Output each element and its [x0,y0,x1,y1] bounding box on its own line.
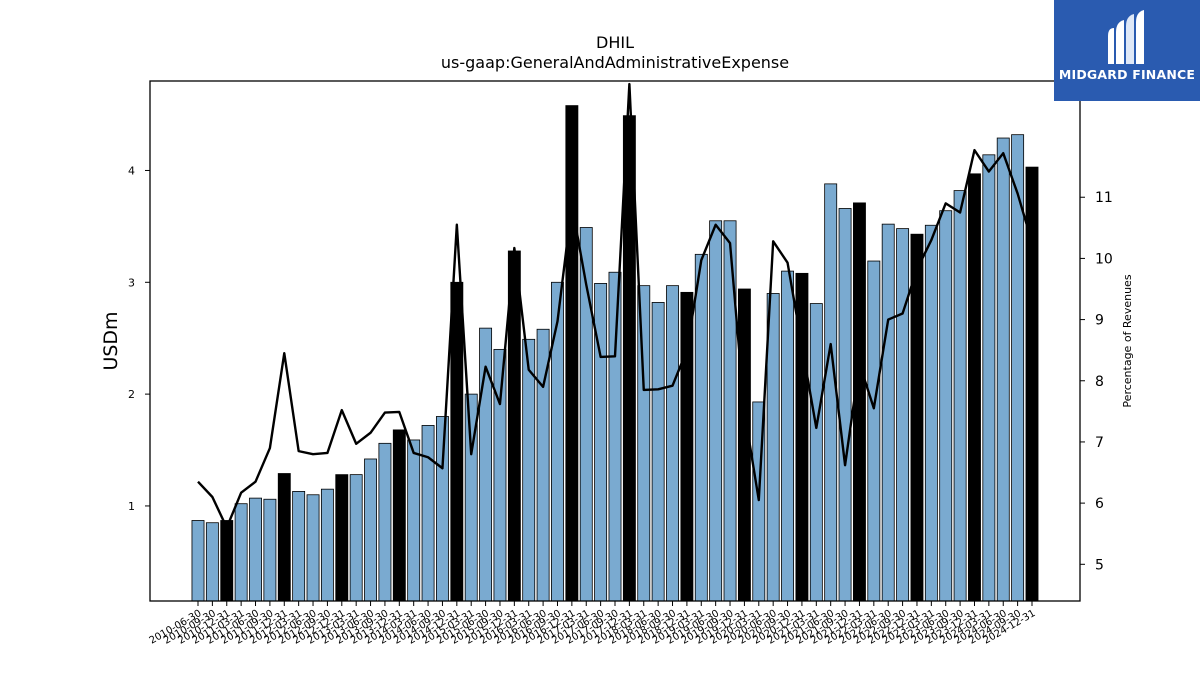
y2-tick-label: 6 [1095,496,1104,512]
bar-2013-12-31 [392,429,406,602]
y-axis-left: 1 2 3 4 [128,164,150,513]
bar-2017-09-30 [608,271,622,602]
bar-2012-12-31 [335,474,349,602]
bar-2021-03-31 [809,303,823,602]
bar-2022-09-30 [896,228,910,602]
bar-2012-09-30 [320,488,334,602]
bar-2011-06-30 [249,497,262,602]
bar-2014-09-30 [436,416,449,602]
bar-2014-06-30 [421,425,435,602]
y2-tick-label: 11 [1095,190,1113,206]
bar-2023-12-31 [968,173,981,602]
bar-2010-12-31 [220,520,234,602]
y-tick-label: 3 [128,276,135,289]
bar-2019-03-31 [694,253,708,602]
brand-name: MIDGARD FINANCE [1058,67,1196,82]
bar-2019-09-30 [723,220,737,602]
bar-2012-03-31 [292,491,306,602]
bar-2015-09-30 [493,348,507,602]
revenue-percentage-line [197,82,1034,529]
bar-2020-09-30 [781,270,794,602]
bar-2020-06-30 [766,293,780,602]
y2-tick-label: 5 [1095,557,1104,573]
bar-2018-12-31 [680,291,694,602]
bar-2022-03-31 [867,260,881,602]
bar-2018-03-31 [637,285,651,602]
line-series [197,82,1034,529]
bar-2018-06-30 [651,302,665,602]
y2-tick-label: 10 [1095,251,1113,267]
y2-tick-label: 8 [1095,374,1104,390]
y2-tick-label: 9 [1095,313,1104,329]
brand-logo: MIDGARD FINANCE [1054,0,1200,101]
y-tick-label: 1 [128,500,135,513]
bar-2022-12-31 [910,233,924,602]
bar-2011-03-31 [234,503,248,602]
bar-2024-03-31 [982,154,996,602]
bar-2019-06-30 [709,220,723,602]
bar-2023-03-31 [924,224,938,602]
y2-axis-label: Percentage of Revenues [1121,274,1134,407]
bar-2014-12-31 [450,281,464,602]
x-axis: 2010-06-302010-09-302010-12-312011-03-31… [148,601,1038,647]
bar-2022-06-30 [881,223,895,602]
bar-2024-06-30 [996,137,1010,602]
bar-2021-06-30 [824,183,838,602]
chart-title: DHIL [596,33,634,52]
bar-2011-12-31 [277,473,291,602]
bar-2010-09-30 [205,522,219,602]
bar-2021-09-30 [838,208,852,602]
bar-2023-06-30 [939,210,953,602]
bar-2012-06-30 [306,494,320,602]
bar-2013-06-30 [364,458,377,602]
midgard-m-logo-icon [1108,10,1144,64]
y-tick-label: 4 [128,164,135,177]
bar-2019-12-31 [737,288,751,602]
y2-tick-label: 7 [1095,435,1104,451]
bar-2011-09-30 [263,498,277,602]
bar-2016-12-31 [565,105,579,602]
bar-2014-03-31 [407,439,421,602]
bar-2013-09-30 [378,442,392,602]
bar-2023-09-30 [953,190,967,602]
bar-2018-09-30 [666,285,679,602]
bar-2016-03-31 [522,338,536,602]
chart-subtitle: us-gaap:GeneralAndAdministrativeExpense [441,53,789,72]
y-axis-right: 5 6 7 8 9 10 11 [1080,190,1113,573]
bar-2010-06-30 [191,520,205,602]
y-axis-label: USDm [100,311,122,370]
y-tick-label: 2 [128,388,135,401]
bar-2016-09-30 [551,281,564,602]
bar-2013-03-31 [349,474,363,602]
